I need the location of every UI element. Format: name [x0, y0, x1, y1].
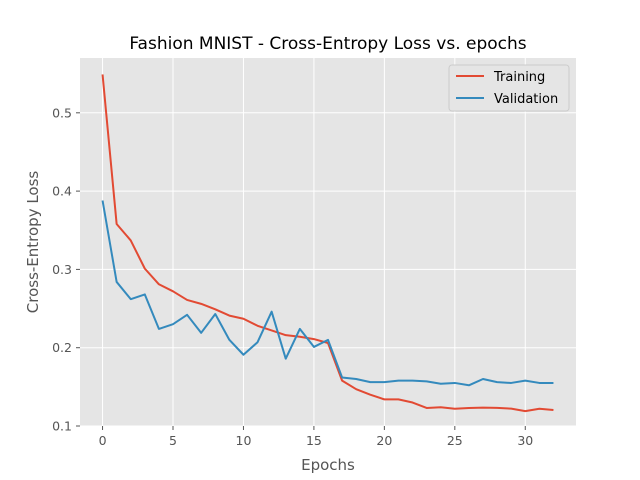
plot-area — [80, 58, 576, 426]
x-axis-ticks: 0 5 10 15 20 25 30 — [99, 426, 533, 448]
series-line-validation — [101, 200, 554, 387]
x-tick-label: 10 — [236, 433, 252, 448]
x-axis-label: Epochs — [301, 456, 355, 474]
chart-title: Fashion MNIST - Cross-Entropy Loss vs. e… — [129, 34, 526, 54]
x-tick-label: 15 — [306, 433, 322, 448]
y-tick-label: 0.1 — [52, 419, 72, 434]
y-axis-ticks: 0.1 0.2 0.3 0.4 0.5 — [52, 105, 80, 434]
y-tick-label: 0.3 — [52, 262, 72, 277]
legend: Training Validation — [448, 64, 570, 112]
series-line-training — [101, 74, 554, 413]
x-tick-label: 5 — [169, 433, 177, 448]
y-tick-label: 0.5 — [52, 105, 72, 120]
x-tick-label: 25 — [447, 433, 463, 448]
legend-label-validation: Validation — [494, 92, 558, 107]
series-lines — [101, 74, 554, 413]
x-tick-label: 0 — [99, 433, 107, 448]
y-axis-label: Cross-Entropy Loss — [24, 171, 42, 314]
x-tick-label: 20 — [376, 433, 392, 448]
x-tick-label: 30 — [517, 433, 533, 448]
y-tick-label: 0.4 — [52, 184, 72, 199]
legend-label-training: Training — [493, 70, 545, 85]
grid — [80, 58, 576, 427]
y-tick-label: 0.2 — [52, 340, 72, 355]
